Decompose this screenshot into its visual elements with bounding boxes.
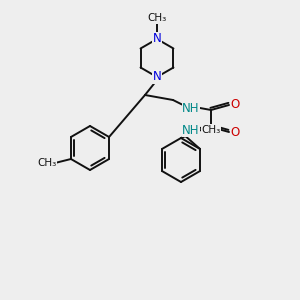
- Text: CH₃: CH₃: [201, 125, 220, 135]
- Text: CH₃: CH₃: [147, 13, 167, 23]
- Text: O: O: [230, 98, 240, 112]
- Text: N: N: [153, 70, 161, 83]
- Text: NH: NH: [182, 101, 200, 115]
- Text: NH: NH: [182, 124, 200, 136]
- Text: N: N: [153, 32, 161, 46]
- Text: O: O: [230, 125, 240, 139]
- Text: CH₃: CH₃: [37, 158, 57, 168]
